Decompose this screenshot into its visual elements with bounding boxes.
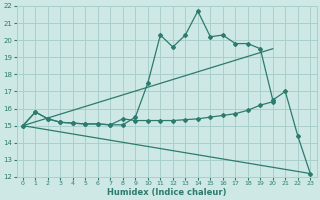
X-axis label: Humidex (Indice chaleur): Humidex (Indice chaleur) (107, 188, 226, 197)
